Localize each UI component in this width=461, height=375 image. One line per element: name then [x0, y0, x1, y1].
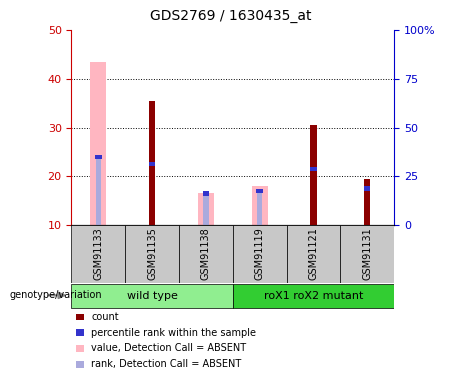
Bar [257, 191, 262, 225]
Bar [340, 225, 394, 283]
Bar [95, 154, 101, 159]
Bar [364, 186, 371, 190]
Bar [179, 225, 233, 283]
Text: percentile rank within the sample: percentile rank within the sample [91, 328, 256, 338]
Text: GSM91135: GSM91135 [147, 228, 157, 280]
Bar [96, 157, 101, 225]
Bar [90, 62, 106, 225]
Text: genotype/variation: genotype/variation [9, 290, 102, 300]
Text: GSM91121: GSM91121 [308, 228, 319, 280]
Text: GSM91131: GSM91131 [362, 228, 372, 280]
Bar [310, 125, 317, 225]
Bar [233, 284, 394, 308]
Bar [149, 101, 155, 225]
Bar [149, 162, 155, 166]
Bar [256, 189, 263, 193]
Text: GSM91119: GSM91119 [254, 228, 265, 280]
Bar [125, 225, 179, 283]
Text: roX1 roX2 mutant: roX1 roX2 mutant [264, 291, 363, 301]
Bar [233, 225, 287, 283]
Bar [203, 191, 209, 195]
Bar [365, 188, 370, 225]
Bar [287, 225, 340, 283]
Text: GSM91133: GSM91133 [93, 228, 103, 280]
Bar [71, 225, 125, 283]
Text: GSM91138: GSM91138 [201, 228, 211, 280]
Text: wild type: wild type [127, 291, 177, 301]
Text: GDS2769 / 1630435_at: GDS2769 / 1630435_at [150, 9, 311, 23]
Bar [198, 194, 214, 225]
Bar [311, 169, 316, 225]
Bar [310, 167, 317, 171]
Bar [364, 179, 371, 225]
Bar [71, 284, 233, 308]
Bar [203, 194, 208, 225]
Text: count: count [91, 312, 119, 322]
Text: value, Detection Call = ABSENT: value, Detection Call = ABSENT [91, 344, 246, 353]
Bar [149, 164, 155, 225]
Bar [252, 186, 268, 225]
Text: rank, Detection Call = ABSENT: rank, Detection Call = ABSENT [91, 359, 242, 369]
